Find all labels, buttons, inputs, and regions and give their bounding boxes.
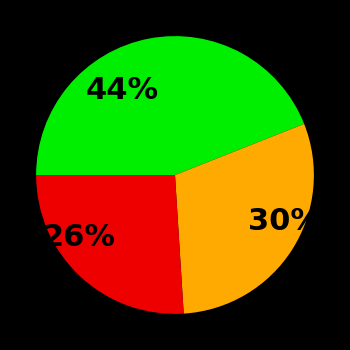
- Wedge shape: [36, 36, 304, 175]
- Text: 30%: 30%: [248, 206, 321, 236]
- Wedge shape: [175, 124, 314, 314]
- Text: 44%: 44%: [86, 76, 159, 105]
- Wedge shape: [36, 175, 184, 314]
- Text: 26%: 26%: [43, 223, 116, 252]
